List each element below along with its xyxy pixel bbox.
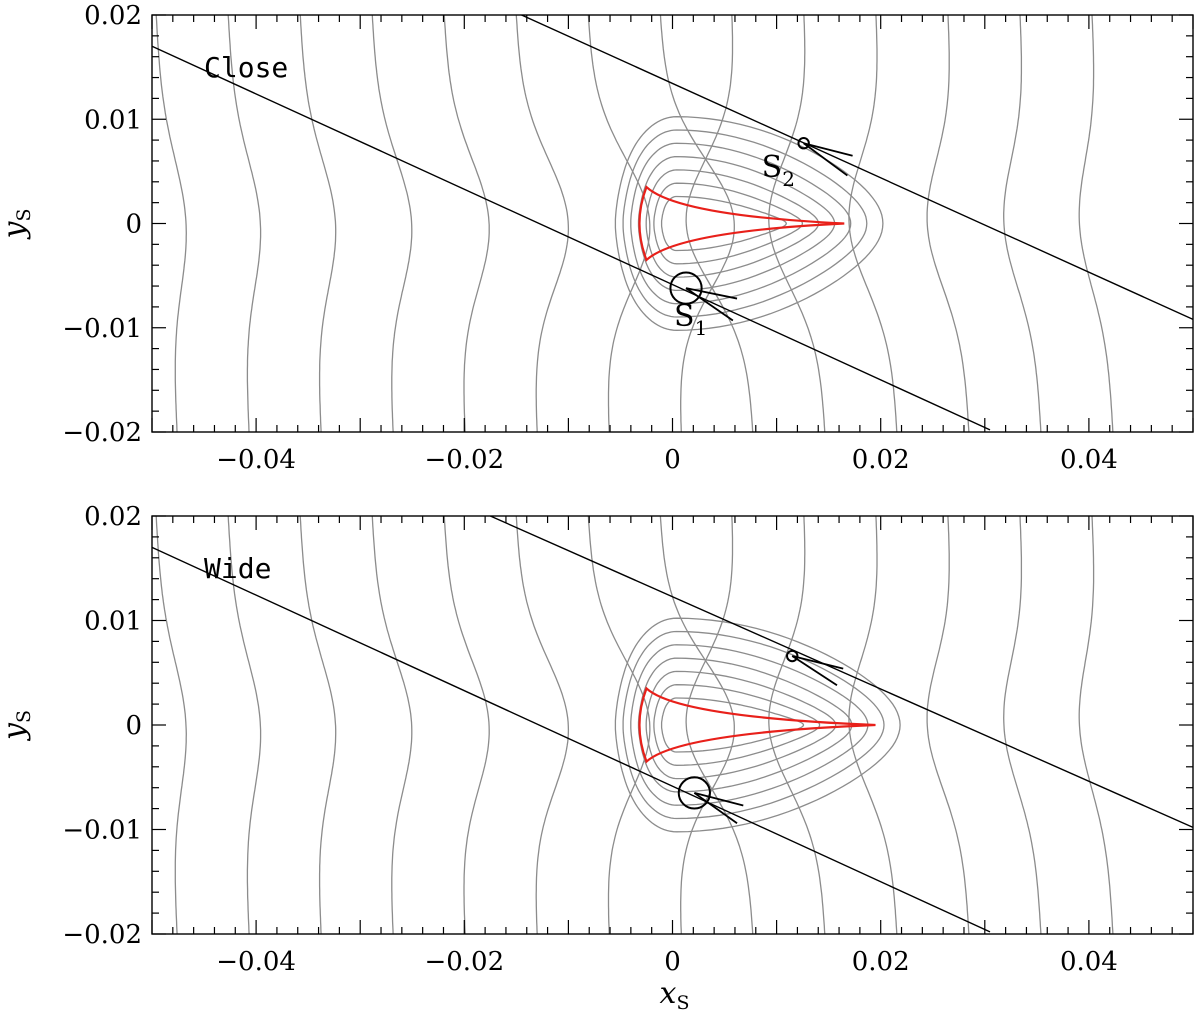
source-circle bbox=[677, 776, 711, 810]
y-tick-label: 0.01 bbox=[84, 105, 142, 135]
trajectory-line bbox=[521, 15, 1193, 321]
contour-group bbox=[155, 15, 1114, 432]
x-tick-label: 0.02 bbox=[852, 947, 910, 977]
contour-open bbox=[155, 15, 187, 432]
contour-open bbox=[926, 516, 970, 934]
y-tick-label: 0 bbox=[125, 711, 142, 741]
y-tick-label: 0.02 bbox=[84, 1, 142, 31]
tick-group bbox=[151, 515, 1194, 935]
contour-closed bbox=[653, 182, 804, 265]
source-arrow bbox=[792, 655, 844, 670]
contour-open bbox=[1078, 15, 1114, 432]
contour-closed bbox=[630, 142, 852, 305]
plot-frame bbox=[151, 515, 1194, 935]
contour-open bbox=[515, 516, 570, 934]
source-label: S2 bbox=[762, 150, 795, 191]
contour-open bbox=[443, 516, 490, 934]
source-circle bbox=[786, 649, 799, 663]
source-arrow bbox=[694, 792, 744, 807]
caustic-curve bbox=[638, 686, 876, 764]
contour-closed bbox=[660, 195, 787, 252]
panel-label: Close bbox=[204, 51, 288, 84]
contour-open bbox=[299, 516, 337, 934]
y-tick-label: 0 bbox=[125, 210, 142, 240]
plot-frame bbox=[151, 14, 1194, 433]
contour-closed bbox=[614, 617, 901, 833]
y-tick-label: −0.01 bbox=[62, 314, 142, 344]
x-tick-label: 0.04 bbox=[1060, 947, 1118, 977]
contour-open bbox=[659, 15, 735, 432]
x-tick-label: −0.04 bbox=[216, 947, 296, 977]
y-tick-label: 0.02 bbox=[84, 502, 142, 532]
panel-label: Wide bbox=[204, 552, 271, 585]
x-tick-label: 0.04 bbox=[1060, 445, 1118, 475]
contour-open bbox=[768, 516, 826, 934]
contour-open bbox=[227, 516, 262, 934]
source-circle bbox=[797, 137, 810, 150]
contour-open bbox=[685, 516, 754, 934]
y-tick-label: −0.02 bbox=[62, 920, 142, 950]
contour-open bbox=[371, 15, 413, 432]
contour-open bbox=[685, 15, 754, 432]
contour-open bbox=[926, 15, 970, 432]
contour-closed bbox=[653, 684, 821, 766]
plot-area bbox=[152, 15, 1193, 432]
contour-closed bbox=[630, 644, 869, 806]
contour-open bbox=[587, 516, 651, 934]
contour-open bbox=[1003, 516, 1042, 934]
panel-wide: −0.04 −0.02 0 0.02 0.04 −0.02 −0.01 0 0.01 0.02 Wi… bbox=[0, 502, 1194, 1014]
contour-closed bbox=[637, 155, 836, 292]
x-tick-label: −0.02 bbox=[424, 947, 504, 977]
source-arrow bbox=[791, 655, 838, 687]
contour-closed bbox=[645, 670, 837, 780]
contour-open bbox=[587, 15, 651, 432]
x-tick-label: 0 bbox=[664, 947, 681, 977]
y-tick-label: 0.01 bbox=[84, 607, 142, 637]
tick-group bbox=[151, 14, 1194, 433]
contour-open bbox=[155, 516, 187, 934]
contour-open bbox=[1078, 516, 1114, 934]
trajectory-line bbox=[152, 546, 991, 933]
contour-open bbox=[227, 15, 262, 432]
trajectory-line bbox=[490, 516, 1193, 829]
trajectory-line bbox=[152, 45, 991, 431]
source-circle bbox=[669, 271, 703, 305]
source-arrow bbox=[803, 142, 848, 177]
contour-closed bbox=[660, 697, 805, 753]
source-arrow bbox=[693, 792, 738, 824]
contour-open bbox=[443, 15, 490, 432]
contour-open bbox=[299, 15, 337, 432]
plot-area bbox=[152, 516, 1193, 934]
panel-close: S1 S2 −0.04 −0.02 0 0.02 0.04 −0.02 −0.01 0 0.01 0.… bbox=[0, 1, 1194, 475]
x-tick-label: 0.02 bbox=[852, 445, 910, 475]
source-label: S1 bbox=[674, 299, 707, 340]
source-arrow bbox=[685, 287, 734, 322]
contour-closed bbox=[645, 169, 820, 278]
contour-open bbox=[768, 15, 826, 432]
x-axis-title: xS bbox=[660, 976, 690, 1014]
contour-open bbox=[371, 516, 413, 934]
y-axis-title: yS bbox=[0, 209, 35, 241]
x-tick-label: −0.04 bbox=[216, 445, 296, 475]
contour-group bbox=[155, 516, 1114, 934]
contour-open bbox=[1003, 15, 1042, 432]
source-arrow bbox=[685, 287, 738, 300]
source-arrow bbox=[803, 142, 853, 157]
caustic-curve bbox=[638, 185, 845, 262]
contour-closed bbox=[614, 116, 884, 331]
contour-open bbox=[659, 516, 735, 934]
contour-closed bbox=[622, 630, 885, 820]
contour-closed bbox=[622, 129, 868, 318]
contour-open bbox=[848, 15, 898, 432]
y-axis-title: yS bbox=[0, 710, 35, 742]
y-tick-label: −0.02 bbox=[62, 418, 142, 448]
x-tick-label: 0 bbox=[664, 445, 681, 475]
y-tick-label: −0.01 bbox=[62, 816, 142, 846]
contour-open bbox=[515, 15, 570, 432]
x-tick-label: −0.02 bbox=[424, 445, 504, 475]
